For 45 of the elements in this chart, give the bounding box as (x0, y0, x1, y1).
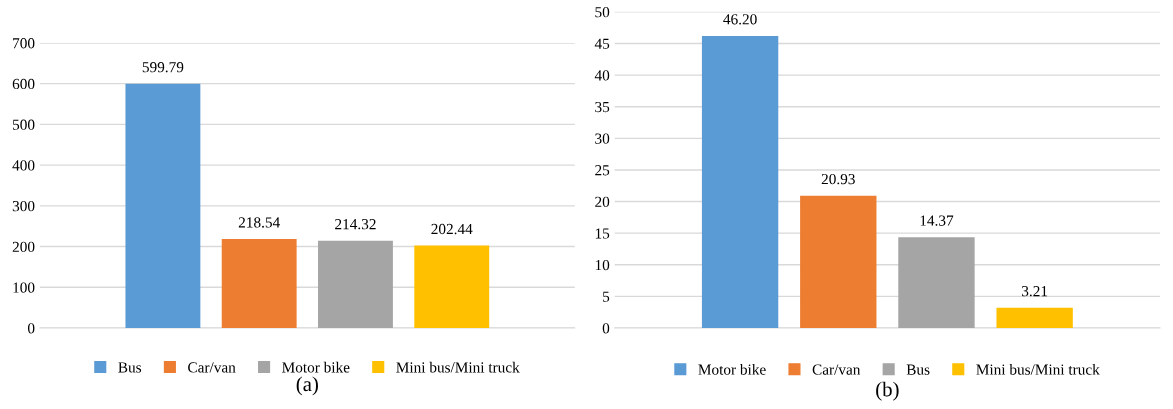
bar (898, 237, 975, 329)
y-tick-label: 20 (595, 196, 610, 208)
y-tick-label: 300 (12, 200, 35, 212)
data-label: 214.32 (335, 219, 376, 230)
y-tick-label: 10 (595, 259, 610, 271)
y-tick-label: 500 (12, 119, 35, 130)
legend-label: Bus (906, 364, 930, 375)
data-label: 599.79 (142, 62, 184, 73)
bar (221, 239, 297, 329)
data-label: 218.54 (238, 217, 280, 228)
y-tick-label: 50 (595, 7, 610, 18)
y-tick-label: 35 (595, 101, 610, 113)
y-tick-label: 15 (595, 228, 610, 239)
x-axis-title: (a) (296, 376, 318, 396)
bar (996, 307, 1073, 329)
y-tick-label: 100 (13, 282, 35, 293)
y-tick-label: 0 (27, 323, 35, 334)
bar (414, 245, 490, 329)
data-label: 46.20 (723, 14, 757, 25)
legend-label: Car/van (188, 362, 236, 373)
bar (125, 83, 201, 329)
data-label: 202.44 (431, 223, 473, 235)
y-tick-label: 25 (595, 165, 610, 176)
legend-label: Mini bus/Mini truck (976, 363, 1100, 375)
legend-label: Bus (118, 362, 142, 373)
data-label: 3.21 (1022, 286, 1048, 297)
y-tick-label: 40 (594, 70, 610, 81)
y-tick-label: 30 (595, 133, 610, 144)
x-axis-title: (b) (876, 381, 899, 401)
y-tick-label: 400 (12, 160, 35, 171)
bar (318, 240, 393, 329)
y-tick-label: 45 (594, 38, 610, 49)
data-label: 20.93 (821, 173, 855, 185)
bar (701, 35, 779, 329)
y-tick-label: 200 (12, 241, 35, 253)
legend-label: Motor bike (698, 363, 766, 375)
bar (800, 195, 877, 329)
legend-label: Car/van (812, 364, 861, 375)
y-tick-label: 5 (603, 291, 610, 302)
y-tick-label: 700 (13, 38, 35, 49)
y-tick-label: 0 (602, 323, 610, 334)
legend-label: Mini bus/Mini truck (396, 361, 520, 373)
legend-label: Motor bike (282, 361, 350, 373)
y-tick-label: 600 (12, 78, 35, 90)
data-label: 14.37 (920, 215, 954, 226)
